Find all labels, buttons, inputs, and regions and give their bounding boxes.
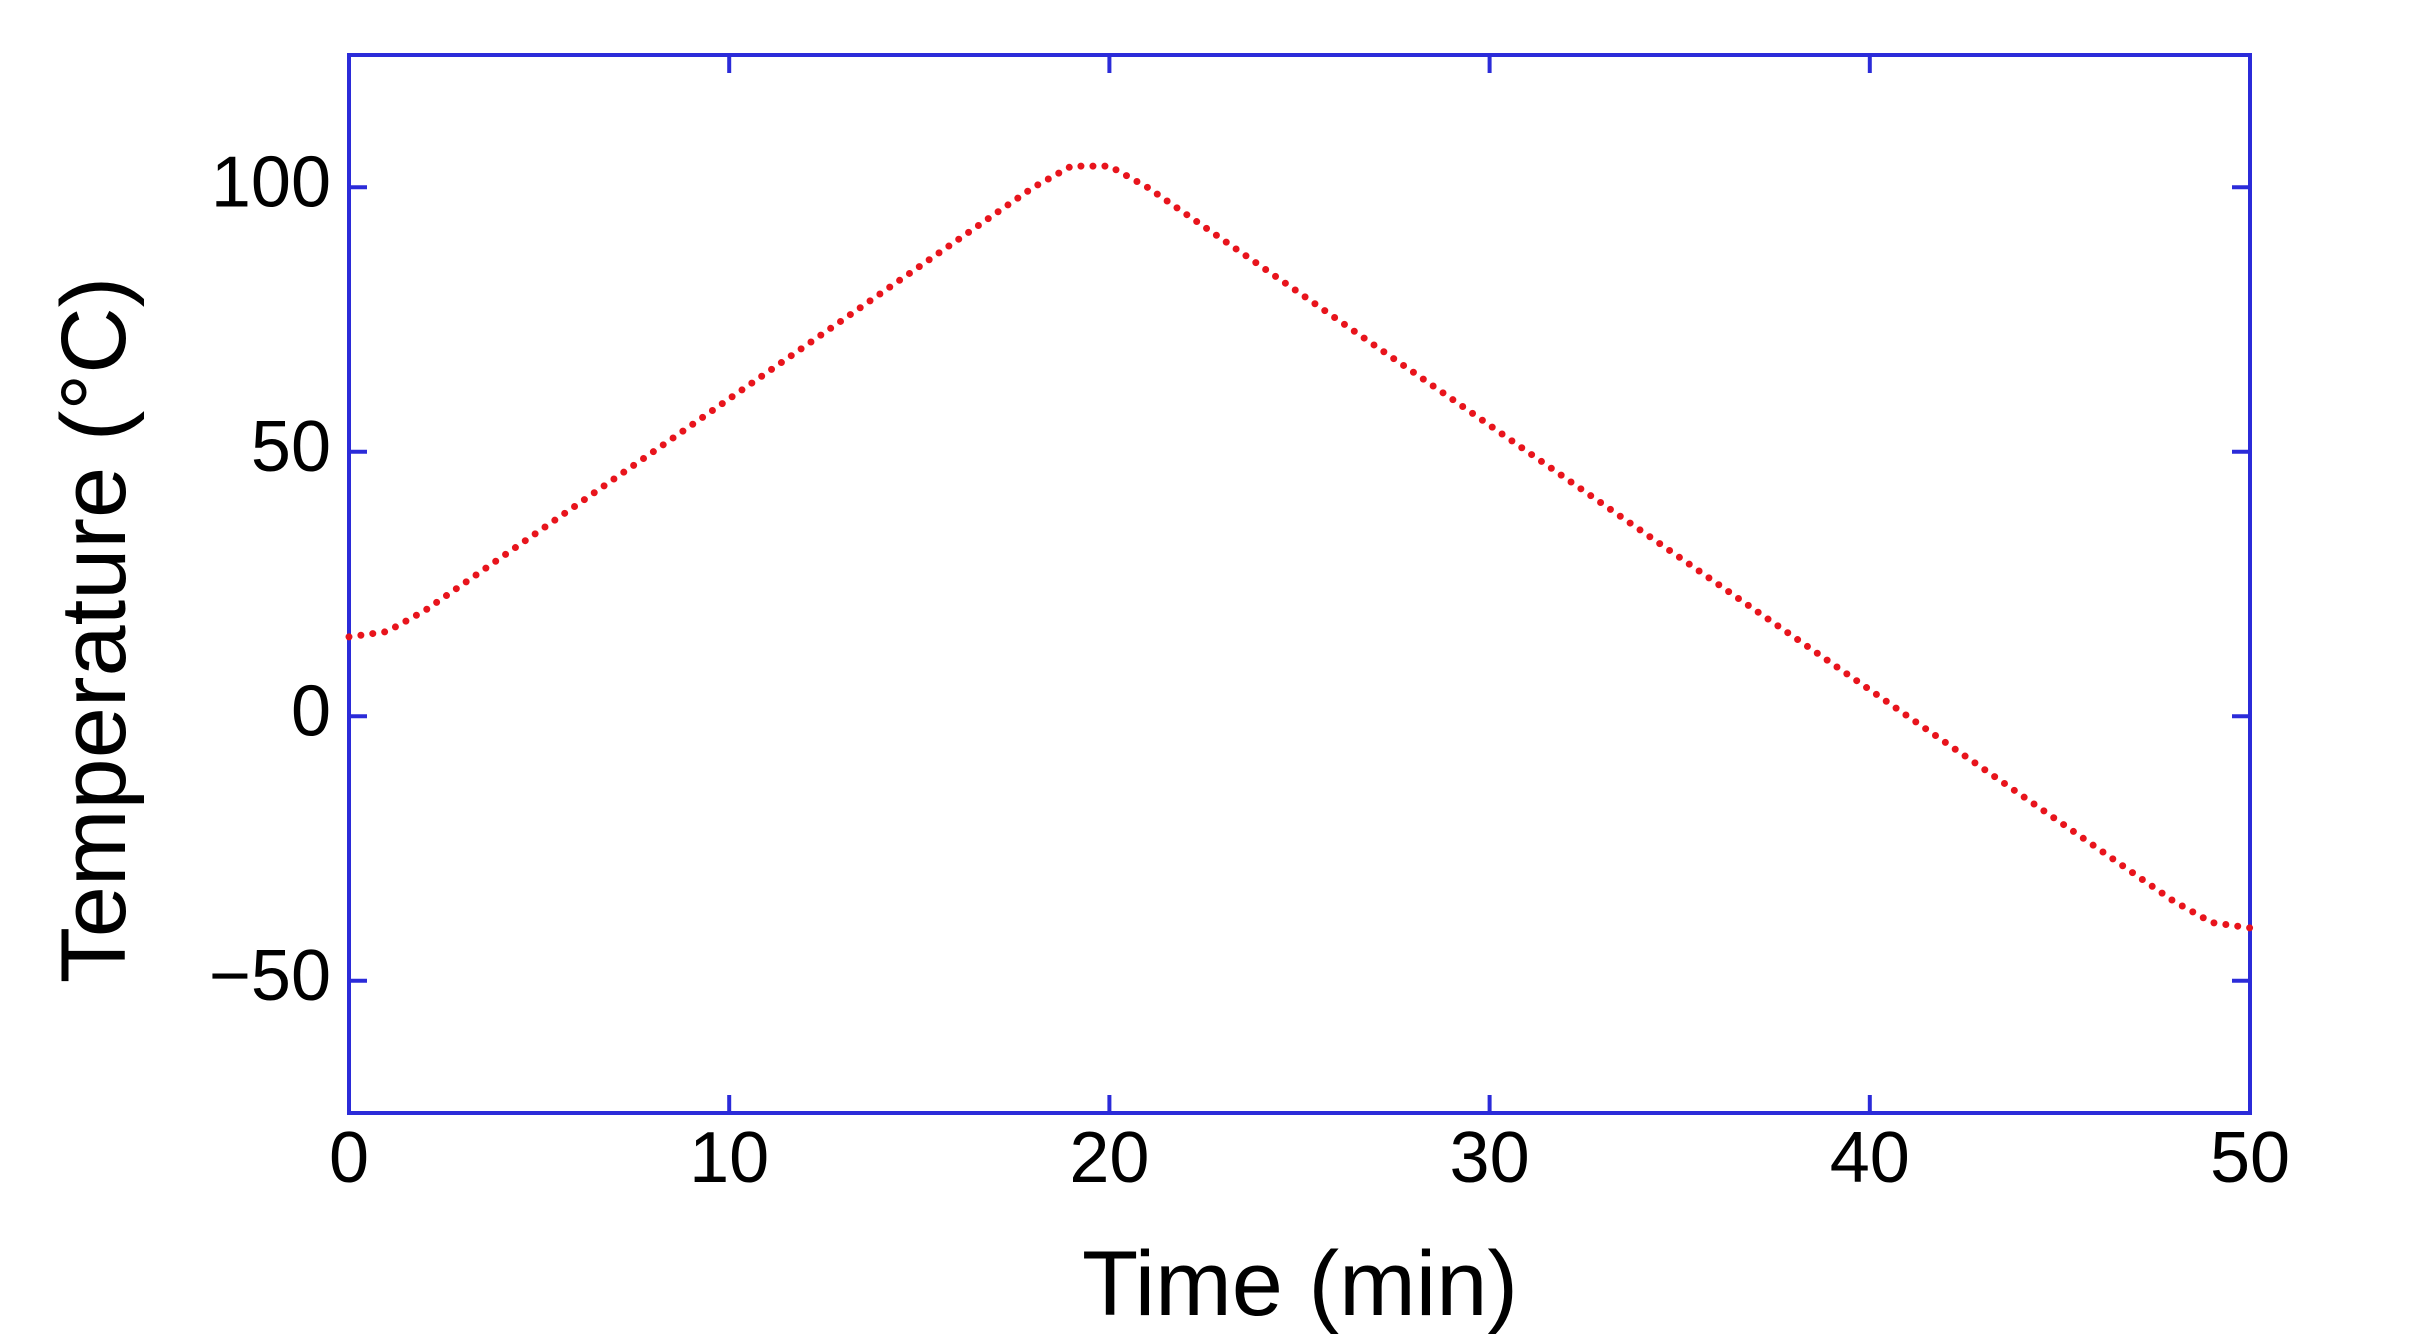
x-axis-title: Time (min)	[1082, 1233, 1518, 1335]
y-axis-title: Temperature (°C)	[43, 277, 145, 984]
plot-frame	[347, 53, 2252, 1115]
y-tick-label: 50	[251, 407, 331, 487]
y-tick-label: 0	[291, 671, 331, 751]
x-tick-label: 0	[329, 1118, 369, 1198]
x-tick-label: 20	[1069, 1118, 1149, 1198]
x-tick-label: 50	[2210, 1118, 2290, 1198]
x-tick-label: 30	[1450, 1118, 1530, 1198]
y-tick-label: 100	[211, 142, 331, 222]
y-tick-label: −50	[209, 936, 331, 1016]
data-line	[345, 162, 2254, 932]
x-tick-label: 10	[689, 1118, 769, 1198]
x-tick-label: 40	[1830, 1118, 1910, 1198]
